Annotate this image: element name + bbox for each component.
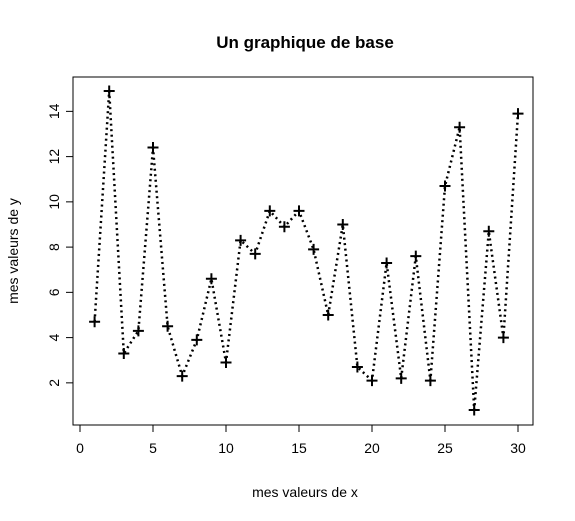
x-tick-label: 30 xyxy=(510,440,526,456)
data-point xyxy=(483,225,495,237)
data-point xyxy=(205,273,217,285)
data-point xyxy=(235,234,247,246)
data-point xyxy=(322,309,334,321)
x-tick-label: 20 xyxy=(364,440,380,456)
y-axis: 2 4 6 8 10 12 14 xyxy=(46,103,74,387)
data-point xyxy=(191,334,203,346)
data-point xyxy=(308,243,320,255)
data-point xyxy=(249,248,261,260)
data-point xyxy=(497,332,509,344)
data-point xyxy=(278,221,290,233)
y-axis-label: mes valeurs de y xyxy=(5,198,21,304)
data-point xyxy=(424,375,436,387)
data-point xyxy=(118,347,130,359)
y-tick-label: 6 xyxy=(46,288,62,296)
data-point xyxy=(454,121,466,133)
data-point xyxy=(395,372,407,384)
data-point xyxy=(410,250,422,262)
x-axis-label: mes valeurs de x xyxy=(252,484,358,500)
x-tick-label: 5 xyxy=(149,440,157,456)
data-point xyxy=(468,404,480,416)
data-point xyxy=(162,320,174,332)
data-point xyxy=(512,108,524,120)
x-axis: 0 5 10 15 20 25 30 xyxy=(76,424,526,456)
y-tick-label: 2 xyxy=(46,379,62,387)
data-point xyxy=(366,375,378,387)
data-point xyxy=(264,205,276,217)
y-tick-label: 4 xyxy=(46,334,62,342)
series-line xyxy=(93,90,520,411)
x-tick-label: 15 xyxy=(291,440,307,456)
plot-frame xyxy=(72,76,534,426)
data-point xyxy=(89,316,101,328)
y-tick-label: 14 xyxy=(46,103,62,119)
x-tick-label: 0 xyxy=(76,440,84,456)
data-point xyxy=(132,325,144,337)
x-tick-label: 10 xyxy=(218,440,234,456)
data-point xyxy=(176,370,188,382)
data-points xyxy=(89,85,524,416)
y-tick-label: 8 xyxy=(46,243,62,251)
data-point xyxy=(220,356,232,368)
data-point xyxy=(381,257,393,269)
data-point xyxy=(147,142,159,154)
y-tick-label: 10 xyxy=(46,194,62,210)
data-point xyxy=(103,85,115,97)
data-point xyxy=(337,218,349,230)
x-tick-label: 25 xyxy=(437,440,453,456)
data-point xyxy=(293,205,305,217)
data-point xyxy=(351,361,363,373)
data-point xyxy=(439,180,451,192)
chart-title: Un graphique de base xyxy=(216,33,394,52)
y-tick-label: 12 xyxy=(46,149,62,165)
